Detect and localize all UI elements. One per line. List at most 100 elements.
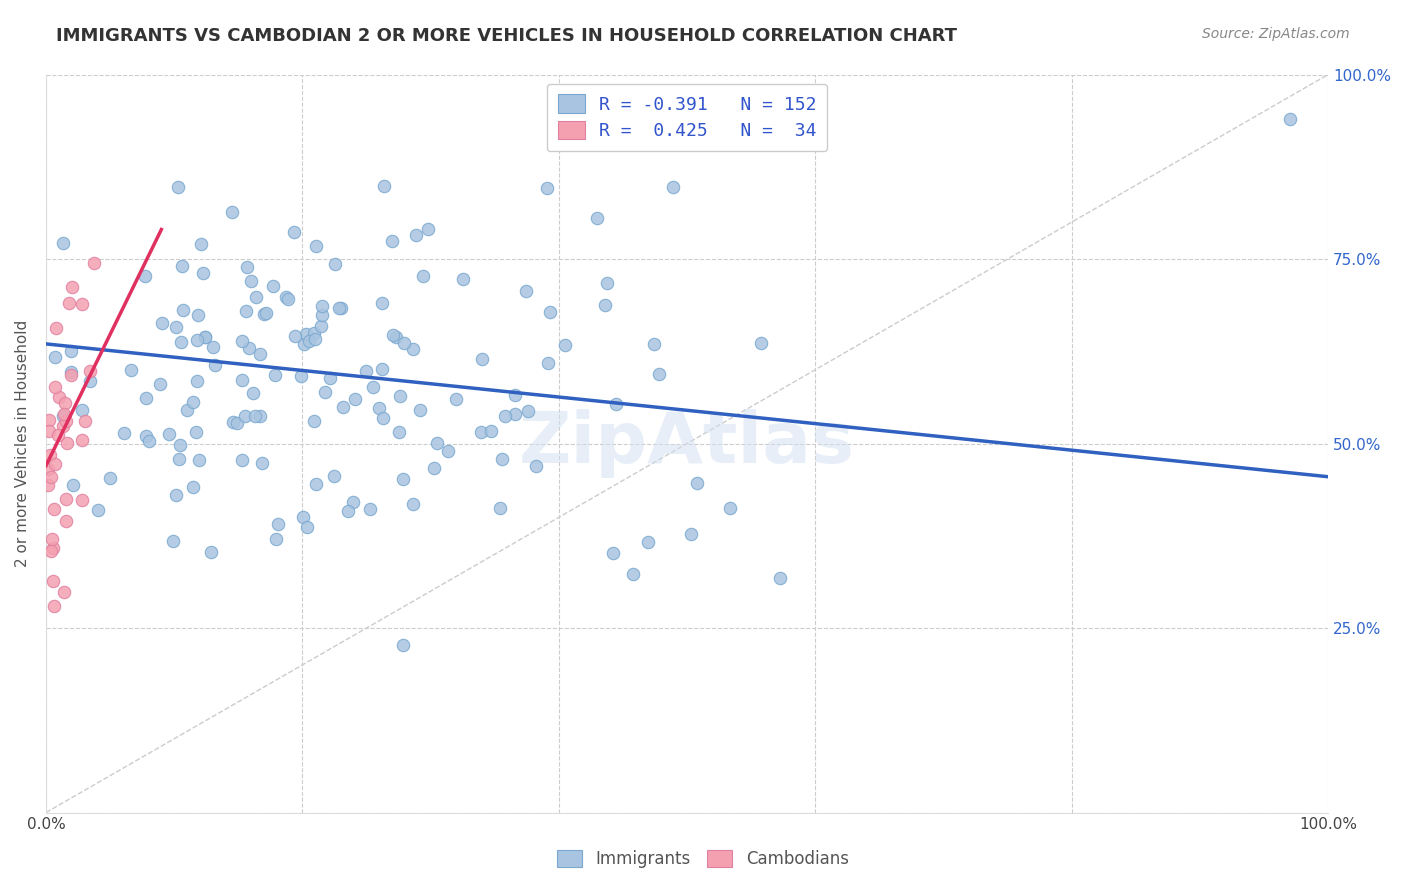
Point bbox=[41, 532, 63, 546]
Point bbox=[73, 414, 96, 428]
Point bbox=[302, 326, 325, 340]
Point bbox=[368, 401, 391, 415]
Point bbox=[718, 501, 741, 516]
Point bbox=[44, 457, 66, 471]
Point bbox=[181, 394, 204, 409]
Point bbox=[70, 402, 93, 417]
Point bbox=[554, 338, 576, 352]
Point bbox=[221, 205, 243, 219]
Point bbox=[172, 302, 194, 317]
Point bbox=[394, 336, 416, 351]
Point bbox=[79, 375, 101, 389]
Point bbox=[191, 266, 214, 280]
Point bbox=[382, 328, 405, 343]
Point bbox=[648, 367, 671, 381]
Point bbox=[283, 225, 305, 239]
Point bbox=[314, 385, 336, 400]
Point bbox=[39, 544, 62, 558]
Point bbox=[342, 494, 364, 508]
Point bbox=[169, 438, 191, 452]
Text: ZipAtlas: ZipAtlas bbox=[519, 409, 855, 478]
Point bbox=[135, 429, 157, 443]
Point bbox=[235, 304, 257, 318]
Point bbox=[643, 336, 665, 351]
Point bbox=[60, 368, 83, 382]
Point bbox=[426, 435, 449, 450]
Point bbox=[359, 501, 381, 516]
Point bbox=[165, 319, 187, 334]
Point bbox=[402, 342, 425, 356]
Point bbox=[243, 409, 266, 423]
Point bbox=[605, 396, 627, 410]
Point bbox=[373, 410, 395, 425]
Point bbox=[298, 334, 321, 349]
Point bbox=[148, 376, 170, 391]
Point bbox=[388, 425, 411, 439]
Point bbox=[55, 414, 77, 428]
Point bbox=[44, 380, 66, 394]
Point bbox=[262, 278, 284, 293]
Point bbox=[277, 292, 299, 306]
Point bbox=[323, 257, 346, 271]
Point bbox=[437, 443, 460, 458]
Y-axis label: 2 or more Vehicles in Household: 2 or more Vehicles in Household bbox=[15, 320, 30, 567]
Point bbox=[305, 477, 328, 491]
Point bbox=[686, 476, 709, 491]
Point bbox=[165, 488, 187, 502]
Point bbox=[336, 504, 359, 518]
Point bbox=[200, 545, 222, 559]
Point bbox=[309, 319, 332, 334]
Point bbox=[392, 472, 415, 486]
Point bbox=[370, 296, 392, 310]
Point bbox=[538, 305, 561, 319]
Point bbox=[253, 307, 276, 321]
Point bbox=[152, 316, 174, 330]
Point bbox=[392, 638, 415, 652]
Point bbox=[769, 571, 792, 585]
Point bbox=[42, 541, 65, 556]
Point bbox=[385, 330, 408, 344]
Point bbox=[38, 424, 60, 438]
Point bbox=[53, 585, 76, 599]
Point bbox=[517, 404, 540, 418]
Point bbox=[167, 452, 190, 467]
Point bbox=[537, 356, 560, 370]
Point bbox=[354, 363, 377, 377]
Point bbox=[266, 517, 288, 532]
Point bbox=[135, 391, 157, 405]
Point bbox=[389, 389, 412, 403]
Point bbox=[637, 534, 659, 549]
Point bbox=[55, 515, 77, 529]
Point bbox=[167, 180, 190, 194]
Point bbox=[249, 347, 271, 361]
Point bbox=[37, 477, 59, 491]
Point bbox=[245, 290, 267, 304]
Point bbox=[295, 520, 318, 534]
Point bbox=[190, 236, 212, 251]
Point bbox=[222, 415, 245, 429]
Point bbox=[79, 364, 101, 378]
Point bbox=[100, 470, 122, 484]
Point bbox=[380, 234, 402, 248]
Point bbox=[304, 332, 326, 346]
Point bbox=[162, 533, 184, 548]
Point bbox=[416, 222, 439, 236]
Point bbox=[371, 362, 394, 376]
Point bbox=[120, 363, 142, 377]
Point bbox=[231, 373, 253, 387]
Point bbox=[311, 299, 333, 313]
Point bbox=[295, 326, 318, 341]
Point bbox=[471, 351, 494, 366]
Point bbox=[749, 335, 772, 350]
Point bbox=[264, 532, 287, 546]
Point bbox=[264, 368, 287, 383]
Point bbox=[37, 462, 59, 476]
Point bbox=[343, 392, 366, 406]
Point bbox=[226, 416, 249, 430]
Point bbox=[602, 546, 624, 560]
Point bbox=[48, 391, 70, 405]
Point bbox=[662, 180, 685, 194]
Point bbox=[186, 425, 208, 439]
Point bbox=[1278, 112, 1301, 126]
Point bbox=[596, 277, 619, 291]
